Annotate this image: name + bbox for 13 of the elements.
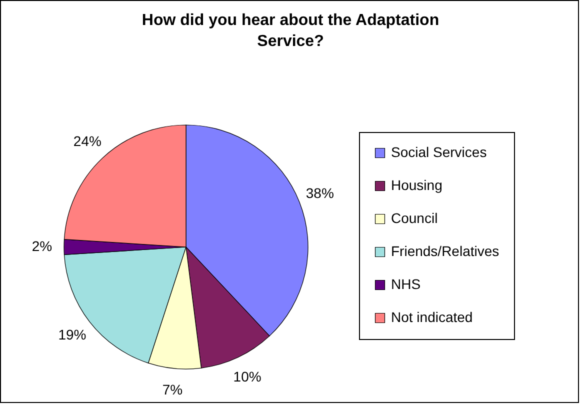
- legend-label: Housing: [391, 177, 442, 193]
- data-label: 38%: [306, 184, 334, 201]
- legend-label: Friends/Relatives: [391, 243, 500, 259]
- data-label: 24%: [73, 133, 102, 150]
- legend-label: Council: [391, 210, 438, 226]
- data-label: 7%: [162, 381, 183, 398]
- legend-label: Social Services: [391, 144, 487, 160]
- data-label: 10%: [233, 368, 262, 384]
- data-label: 19%: [58, 326, 86, 342]
- legend-label: Not indicated: [391, 309, 473, 325]
- legend-label: NHS: [391, 276, 421, 292]
- chart-title: How did you hear about the Adaptation Service?: [142, 12, 440, 50]
- data-label: 2%: [32, 238, 52, 254]
